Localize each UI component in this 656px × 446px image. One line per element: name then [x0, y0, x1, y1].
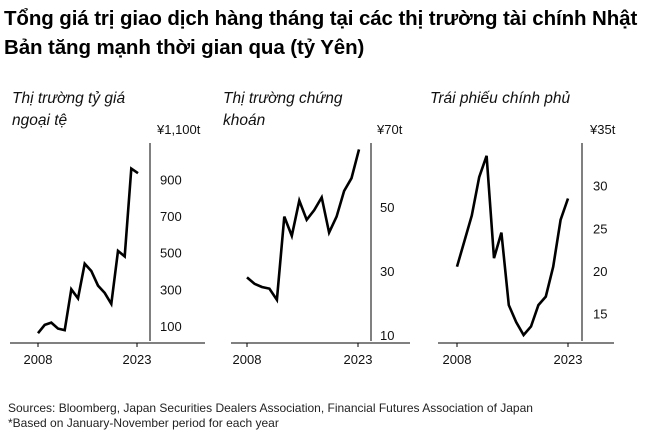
- chart-panel-fx: Thị trường tỷ giá ngoại tệ ¥1,100t 100 300 50…: [10, 90, 205, 367]
- x-tick-label: 2023: [123, 352, 152, 367]
- y-tick-label: 900: [160, 173, 182, 188]
- panel-title-line: Trái phiếu chính phủ: [430, 90, 571, 107]
- series-line: [36, 166, 139, 335]
- panel-title-line: Thị trường tỷ giá: [12, 90, 125, 107]
- x-tick-label: 2023: [554, 352, 583, 367]
- chart-panel-bonds: Trái phiếu chính phủ ¥35t 15 20 25 30 2008 2023: [430, 90, 616, 367]
- footer-sources: Sources: Bloomberg, Japan Securities Dea…: [8, 401, 533, 415]
- chart-panel-stocks: Thị trường chứng khoán ¥70t 10 30 50 2008 2023: [223, 90, 410, 367]
- y-top-label: ¥1,100t: [156, 122, 201, 137]
- series-line: [246, 149, 361, 304]
- panel-title-line: ngoại tệ: [12, 112, 68, 129]
- y-tick-label: 30: [380, 264, 394, 279]
- x-tick-label: 2008: [24, 352, 53, 367]
- y-tick-label: 300: [160, 282, 182, 297]
- headline: Tổng giá trị giao dịch hàng tháng tại cá…: [4, 7, 638, 59]
- x-tick-label: 2008: [443, 352, 472, 367]
- y-tick-label: 100: [160, 319, 182, 334]
- y-tick-label: 20: [593, 264, 607, 279]
- y-tick-label: 50: [380, 200, 394, 215]
- x-tick-label: 2023: [344, 352, 373, 367]
- x-tick-label: 2008: [233, 352, 262, 367]
- panel-title-line: Thị trường chứng: [223, 90, 343, 107]
- y-tick-label: 30: [593, 179, 607, 194]
- y-tick-label: 500: [160, 246, 182, 261]
- y-tick-label: 15: [593, 307, 607, 322]
- y-top-label: ¥70t: [376, 122, 403, 137]
- panel-title-line: khoán: [223, 112, 265, 129]
- y-tick-label: 25: [593, 221, 607, 236]
- y-tick-label: 10: [380, 328, 394, 343]
- footer-note: *Based on January-November period for ea…: [8, 416, 279, 430]
- y-top-label: ¥35t: [589, 122, 616, 137]
- y-tick-label: 700: [160, 209, 182, 224]
- series-line: [455, 155, 570, 338]
